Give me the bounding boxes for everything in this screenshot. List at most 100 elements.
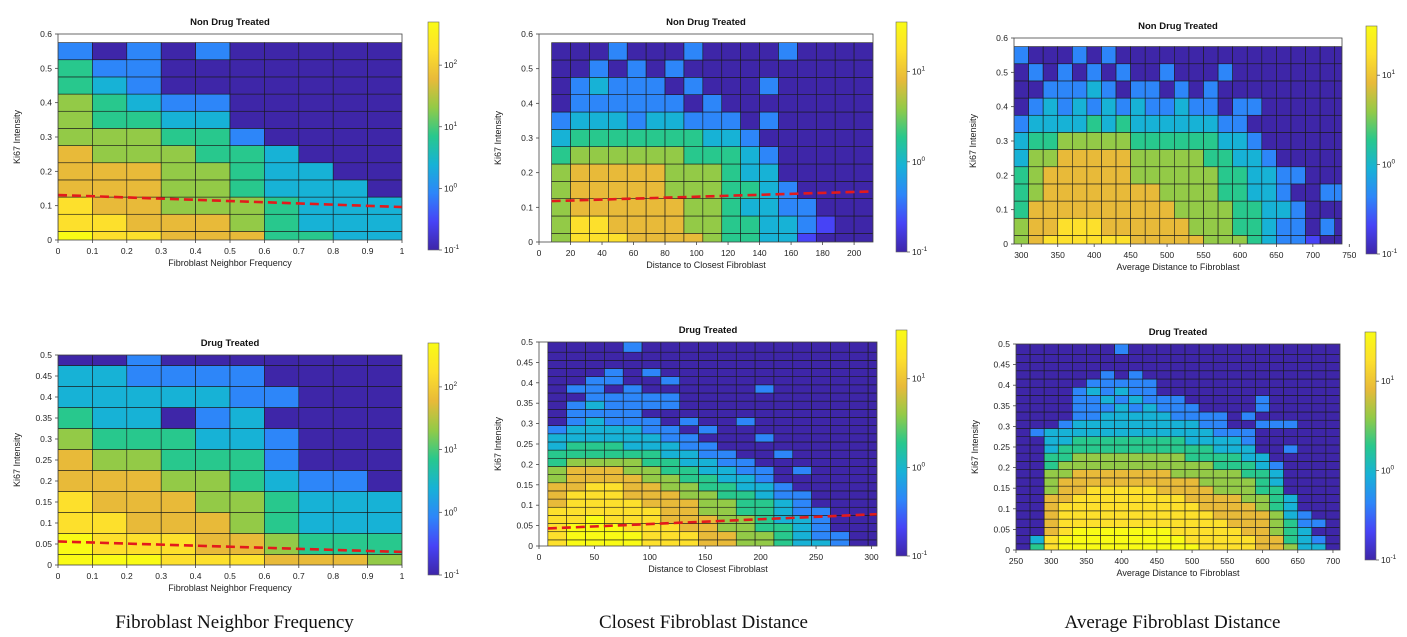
heatmap-cell [1057,428,1073,437]
heatmap-cell [641,400,662,410]
heatmap-cell [195,512,231,534]
heatmap-cell [1283,494,1299,503]
heatmap-cell [264,145,300,164]
heatmap-cell [1269,510,1284,520]
heatmap-cell [754,490,775,500]
heatmap-cell [754,368,775,377]
heatmap-cell [660,376,681,386]
heatmap-cell [585,400,605,410]
y-tick-label: 0.4 [521,378,533,388]
heatmap-cell [1290,46,1306,65]
heatmap-cell [1042,63,1059,82]
heatmap-cell [547,360,568,369]
heatmap-cell [1170,535,1186,545]
heatmap-cell [848,441,869,451]
heatmap-cell [264,449,300,471]
x-tick-label: 140 [752,248,766,258]
heatmap-cell [645,129,666,147]
heatmap-cell [1198,444,1214,454]
heatmap-cell [1325,444,1340,454]
heatmap-cell [867,360,877,369]
heatmap-cell [1114,395,1129,405]
heatmap-cell [754,342,775,353]
heatmap-cell [604,548,623,556]
heatmap-cell [1057,200,1073,219]
heatmap-cell [1283,362,1299,372]
heatmap-cell [660,433,681,443]
heatmap-cell [660,351,681,361]
heatmap-cell [1261,80,1277,99]
heatmap-cell [1170,494,1186,503]
heatmap-cell [1057,97,1073,116]
heatmap-cell [797,129,817,147]
heatmap-cell [679,376,699,386]
heatmap-cell [160,76,196,95]
heatmap-cell [754,482,775,492]
heatmap-cell [698,351,718,361]
heatmap-cell [1043,395,1059,405]
heatmap-cell [645,181,666,199]
y-tick-label: 0 [47,560,52,570]
heatmap-cell [867,392,877,402]
y-tick-label: 0 [47,235,52,245]
heatmap-cell [792,474,812,484]
heatmap-cell [1241,469,1256,479]
y-tick-label: 0.05 [993,524,1010,534]
heatmap-cell [1043,518,1059,528]
heatmap-cell [551,129,571,147]
heatmap-cell [641,515,662,524]
heatmap-cell [1232,217,1248,236]
heatmap-cell [848,490,869,500]
heatmap-cell [1170,378,1186,388]
heatmap-cell [58,407,93,429]
heatmap-cell [1246,63,1263,82]
heatmap-cell [547,409,568,418]
heatmap-cell [1156,494,1172,503]
heatmap-cell [1042,217,1059,236]
heatmap-cell [773,474,794,484]
heatmap-cell [1114,502,1129,512]
heatmap-cell [1246,46,1263,65]
heatmap-cell [867,342,877,353]
heatmap-cell [792,400,812,410]
colorbar-tick-label: 101 [912,66,925,77]
heatmap-cell [1144,46,1161,65]
heatmap-cell [830,539,850,546]
heatmap-cell [160,470,196,492]
heatmap-cell [1142,362,1158,372]
heatmap-cell [735,490,756,500]
heatmap-cell [1212,452,1228,462]
colorbar-tick-label: 100 [444,182,457,193]
heatmap-cell [1269,436,1284,446]
heatmap-cell [1283,543,1299,550]
heatmap-cell [773,449,794,459]
x-tick-label: 0.6 [258,571,270,581]
y-tick-label: 0.5 [521,64,533,74]
heatmap-cell [1043,494,1059,503]
heatmap-cell [1269,411,1284,421]
x-axis-label: Distance to Closest Fibroblast [648,564,768,574]
heatmap-cell [1086,494,1101,503]
heatmap-cell [735,498,756,508]
heatmap-cell [1030,552,1044,560]
heatmap-cell [1159,200,1175,219]
heatmap-cell [585,466,605,475]
heatmap-cell [811,523,831,533]
heatmap-cell [1128,411,1144,421]
heatmap-cell [1269,485,1284,495]
heatmap-cell [754,400,775,410]
heatmap-cell [848,351,869,361]
heatmap-cell [1130,97,1146,116]
heatmap-cell [1325,370,1340,380]
heatmap-cell [811,417,831,426]
heatmap-cell [853,111,873,130]
heatmap-cell [867,531,877,541]
heatmap-cell [1319,183,1336,202]
heatmap-cell [264,213,300,232]
heatmap-cell [1212,362,1228,372]
heatmap-cell [547,490,568,500]
heatmap-cell [1283,370,1299,380]
heatmap-cell [848,515,869,524]
heatmap-cell [622,417,643,426]
heatmap-cell [367,449,402,471]
